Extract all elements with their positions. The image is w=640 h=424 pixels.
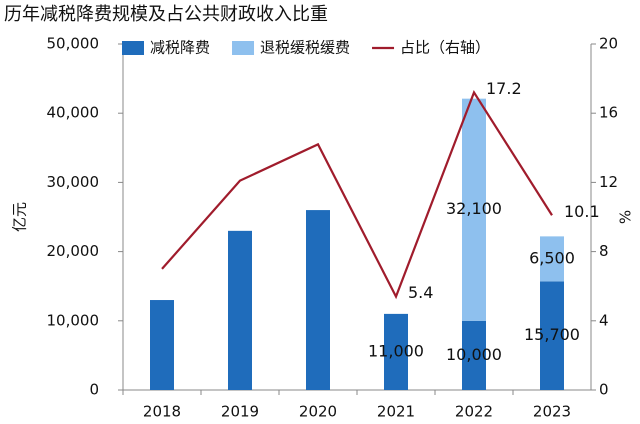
bar <box>540 236 564 282</box>
data-label: 17.2 <box>486 79 522 98</box>
x-tick-label: 2021 <box>377 403 415 421</box>
x-tick-label: 2020 <box>299 403 337 421</box>
data-label: 5.4 <box>408 283 433 302</box>
y-tick-label: 10,000 <box>47 311 100 329</box>
bar <box>462 320 486 390</box>
y-tick-label: 0 <box>89 381 99 399</box>
legend-swatch <box>232 41 255 55</box>
line <box>161 90 553 300</box>
legend-label: 占比（右轴） <box>400 39 490 57</box>
y-tick-label: 20,000 <box>47 242 100 260</box>
data-label: 32,100 <box>446 199 502 218</box>
y2-tick-label: 20 <box>599 35 618 53</box>
y2-tick-label: 8 <box>599 242 609 260</box>
bar <box>540 281 564 390</box>
bar <box>150 300 174 390</box>
data-label: 6,500 <box>529 248 575 267</box>
x-tick-label: 2022 <box>455 403 493 421</box>
data-label: 10,000 <box>446 345 502 364</box>
x-tick-label: 2019 <box>221 403 259 421</box>
y-tick-label: 40,000 <box>47 104 100 122</box>
bar <box>384 313 408 390</box>
y2-tick-label: 4 <box>599 311 609 329</box>
y2-tick-label: 0 <box>599 381 609 399</box>
legend-swatch <box>122 41 144 55</box>
y-tick-label: 30,000 <box>47 173 100 191</box>
chart-title: 历年减税降费规模及占公共财政收入比重 <box>4 4 328 25</box>
bar <box>306 210 330 390</box>
y2-tick-label: 12 <box>599 173 618 191</box>
y2-axis-label: % <box>617 210 635 224</box>
bar <box>228 230 252 390</box>
y-axis-label: 亿元 <box>11 202 29 232</box>
data-label: 11,000 <box>368 341 424 360</box>
y2-tick-label: 16 <box>599 104 618 122</box>
x-tick-label: 2018 <box>143 403 181 421</box>
data-label: 10.1 <box>564 202 600 221</box>
x-tick-label: 2023 <box>533 403 571 421</box>
legend-label: 退税缓税缓费 <box>260 39 350 57</box>
data-label: 15,700 <box>524 325 580 344</box>
bar <box>462 98 486 321</box>
y-tick-label: 50,000 <box>47 35 100 53</box>
legend-label: 减税降费 <box>150 39 210 57</box>
